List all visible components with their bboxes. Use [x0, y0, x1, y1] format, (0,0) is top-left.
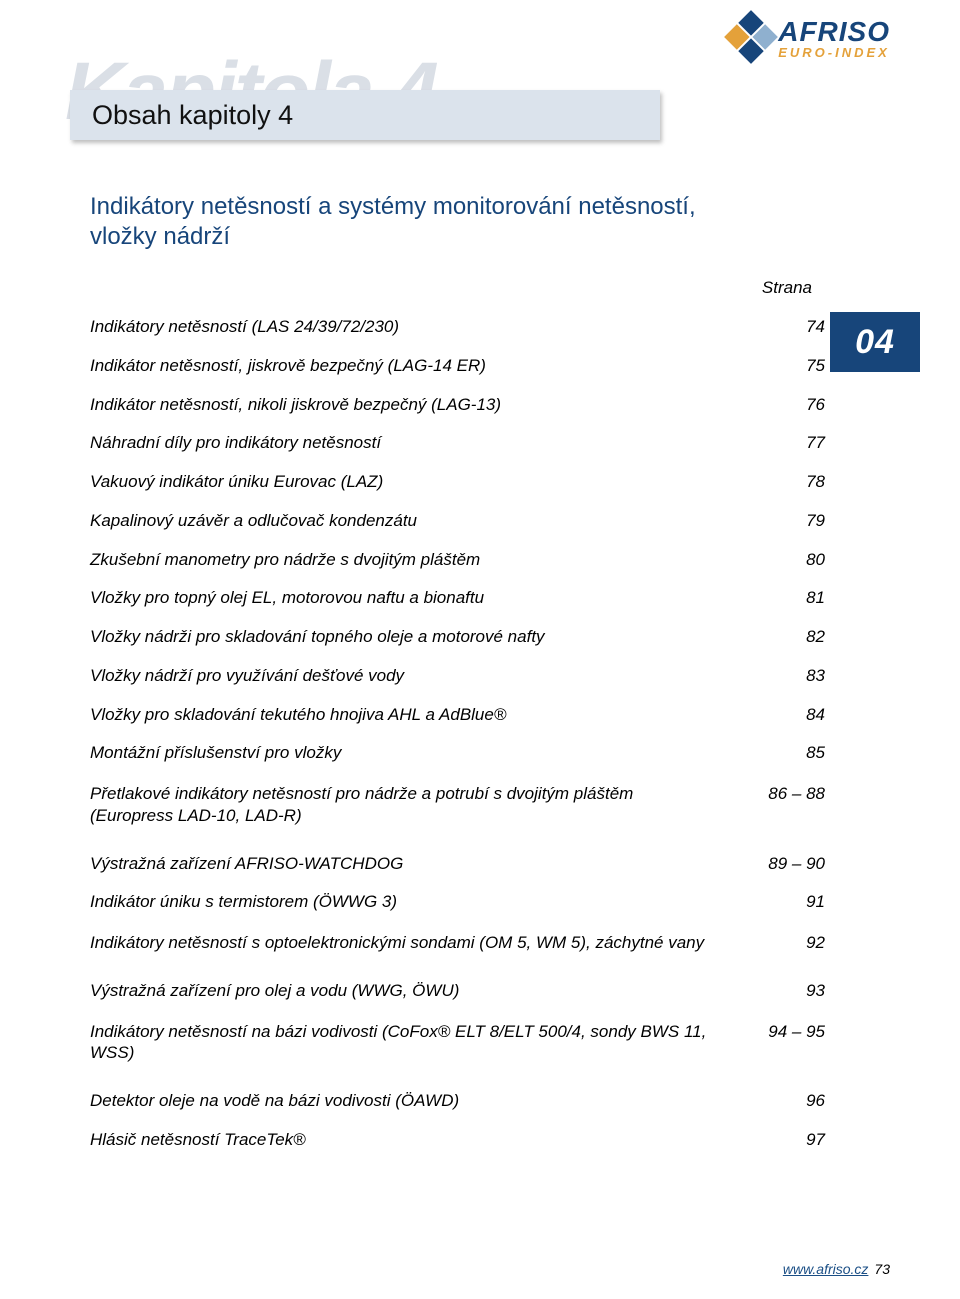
toc-entry-page: 91	[750, 891, 860, 913]
toc-entry-label: Přetlakové indikátory netěsností pro nád…	[90, 783, 750, 827]
toc-entry-page: 94 – 95	[750, 1021, 860, 1043]
toc-entry-label: Výstražná zařízení pro olej a vodu (WWG,…	[90, 980, 750, 1002]
toc-row: Zkušební manometry pro nádrže s dvojitým…	[90, 541, 860, 580]
toc-entry-page: 83	[750, 665, 860, 687]
toc-entry-page: 96	[750, 1090, 860, 1112]
toc-entry-page: 81	[750, 587, 860, 609]
toc-entry-label: Indikátor netěsností, nikoli jiskrově be…	[90, 394, 750, 416]
toc-header: Strana	[90, 278, 860, 298]
toc-entry-label: Montážní příslušenství pro vložky	[90, 742, 750, 764]
toc-entry-label: Zkušební manometry pro nádrže s dvojitým…	[90, 549, 750, 571]
logo-sub: EURO-INDEX	[778, 46, 890, 59]
chapter-tab-number: 04	[855, 323, 895, 362]
toc-entry-label: Vakuový indikátor úniku Eurovac (LAZ)	[90, 471, 750, 493]
toc-entry-page: 86 – 88	[750, 783, 860, 805]
toc-row: Hlásič netěsností TraceTek®97	[90, 1121, 860, 1160]
toc-row: Výstražná zařízení pro olej a vodu (WWG,…	[90, 972, 860, 1011]
toc-entry-label: Indikátor úniku s termistorem (ÖWWG 3)	[90, 891, 750, 913]
toc-entry-page: 97	[750, 1129, 860, 1151]
page-footer: www.afriso.cz 73	[70, 1261, 890, 1277]
toc-entry-page: 78	[750, 471, 860, 493]
toc-row: Vakuový indikátor úniku Eurovac (LAZ)78	[90, 463, 860, 502]
toc-entry-page: 85	[750, 742, 860, 764]
toc-row: Indikátory netěsností s optoelektronický…	[90, 922, 860, 972]
chapter-header-bar: Obsah kapitoly 4	[70, 90, 660, 140]
toc-row: Indikátor netěsností, nikoli jiskrově be…	[90, 386, 860, 425]
toc-row: Indikátory netěsností (LAS 24/39/72/230)…	[90, 308, 860, 347]
toc-row: Indikátor netěsností, jiskrově bezpečný …	[90, 347, 860, 386]
toc-row: Indikátory netěsností na bázi vodivosti …	[90, 1011, 860, 1083]
toc-entry-page: 80	[750, 549, 860, 571]
toc-entry-label: Vložky pro skladování tekutého hnojiva A…	[90, 704, 750, 726]
toc-entry-label: Vložky nádrží pro využívání dešťové vody	[90, 665, 750, 687]
brand-logo: AFRISO EURO-INDEX	[732, 18, 890, 59]
toc-entry-label: Náhradní díly pro indikátory netěsností	[90, 432, 750, 454]
table-of-contents: Strana Indikátory netěsností (LAS 24/39/…	[90, 278, 860, 1160]
section-title: Indikátory netěsností a systémy monitoro…	[90, 192, 730, 252]
toc-row: Kapalinový uzávěr a odlučovač kondenzátu…	[90, 502, 860, 541]
toc-entry-label: Indikátory netěsností s optoelektronický…	[90, 932, 750, 954]
toc-entry-page: 77	[750, 432, 860, 454]
toc-row: Vložky pro skladování tekutého hnojiva A…	[90, 696, 860, 735]
toc-entry-page: 82	[750, 626, 860, 648]
toc-entry-label: Výstražná zařízení AFRISO-WATCHDOG	[90, 853, 750, 875]
toc-row: Vložky nádrží pro využívání dešťové vody…	[90, 657, 860, 696]
chapter-tab: 04	[830, 312, 920, 372]
chapter-title: Obsah kapitoly 4	[92, 100, 293, 131]
toc-entry-page: 93	[750, 980, 860, 1002]
toc-entry-page: 92	[750, 932, 860, 954]
toc-row: Přetlakové indikátory netěsností pro nád…	[90, 773, 860, 845]
toc-entry-page: 79	[750, 510, 860, 532]
toc-entry-page: 84	[750, 704, 860, 726]
toc-entry-label: Indikátory netěsností (LAS 24/39/72/230)	[90, 316, 750, 338]
toc-entry-label: Indikátory netěsností na bázi vodivosti …	[90, 1021, 750, 1065]
toc-row: Indikátor úniku s termistorem (ÖWWG 3)91	[90, 883, 860, 922]
toc-row: Náhradní díly pro indikátory netěsností7…	[90, 424, 860, 463]
toc-entry-page: 89 – 90	[750, 853, 860, 875]
toc-row: Výstražná zařízení AFRISO-WATCHDOG89 – 9…	[90, 845, 860, 884]
toc-entry-label: Kapalinový uzávěr a odlučovač kondenzátu	[90, 510, 750, 532]
toc-entry-page: 76	[750, 394, 860, 416]
logo-name: AFRISO	[778, 18, 890, 46]
logo-mark-icon	[724, 10, 778, 64]
toc-entry-label: Vložky pro topný olej EL, motorovou naft…	[90, 587, 750, 609]
toc-row: Vložky nádrži pro skladování topného ole…	[90, 618, 860, 657]
footer-page-number: 73	[874, 1261, 890, 1277]
toc-header-label: Strana	[762, 278, 812, 298]
toc-entry-label: Detektor oleje na vodě na bázi vodivosti…	[90, 1090, 750, 1112]
toc-row: Montážní příslušenství pro vložky85	[90, 734, 860, 773]
toc-row: Detektor oleje na vodě na bázi vodivosti…	[90, 1082, 860, 1121]
toc-entry-label: Hlásič netěsností TraceTek®	[90, 1129, 750, 1151]
toc-entry-label: Indikátor netěsností, jiskrově bezpečný …	[90, 355, 750, 377]
toc-entry-label: Vložky nádrži pro skladování topného ole…	[90, 626, 750, 648]
footer-url: www.afriso.cz	[783, 1261, 869, 1277]
toc-row: Vložky pro topný olej EL, motorovou naft…	[90, 579, 860, 618]
